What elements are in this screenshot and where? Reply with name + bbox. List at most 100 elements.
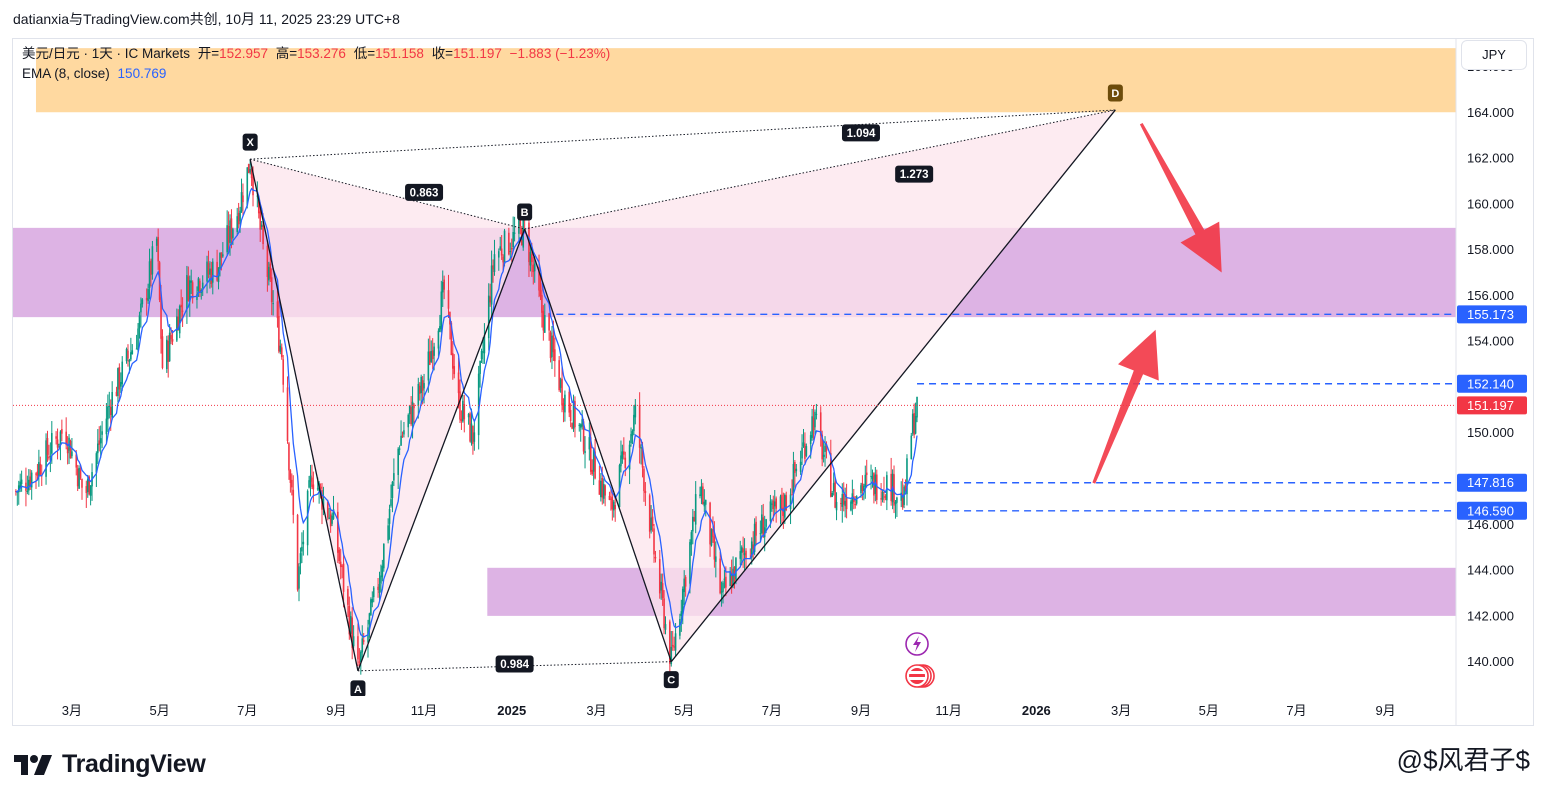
candle-body (572, 400, 575, 429)
ratio-label: 1.094 (847, 128, 876, 140)
pattern-fill-xab (250, 159, 525, 671)
candle-body (418, 385, 421, 394)
candle-body (467, 413, 470, 418)
candle-body (332, 509, 335, 519)
candle-body (671, 644, 674, 647)
candle-body (561, 378, 563, 406)
candle-body (89, 485, 92, 496)
candle-body (815, 413, 818, 415)
candle-body (462, 400, 464, 422)
candle-body (620, 455, 622, 467)
candle-body (380, 575, 382, 584)
candle-body (312, 484, 315, 490)
price-label-badge (1457, 374, 1527, 393)
candle-body (558, 360, 560, 391)
candle-body (861, 483, 864, 492)
candle-body (457, 372, 460, 394)
candle-body (624, 457, 627, 468)
candle-body (644, 490, 647, 494)
candle-body (571, 423, 573, 429)
candle-body (433, 346, 435, 356)
candle-body (670, 646, 673, 665)
candle-body (904, 485, 907, 491)
candle-body (26, 490, 29, 492)
pattern-fill-bcd (524, 109, 1116, 662)
us-flag-stripe (909, 671, 926, 674)
candle-body (594, 451, 596, 479)
pattern-point-x: X (246, 137, 254, 149)
candle-body (588, 437, 591, 450)
candle-body (854, 504, 857, 506)
ratio-label: 0.863 (410, 187, 439, 199)
candle-body (59, 431, 62, 445)
candle-body (592, 449, 595, 472)
candle-body (742, 548, 744, 553)
candle-body (459, 391, 461, 420)
candle-body (489, 296, 491, 303)
candle-body (492, 265, 494, 270)
candle-body (881, 491, 884, 500)
symbol-label[interactable]: 美元/日元 · 1天 · IC Markets (22, 46, 191, 61)
candle-body (278, 316, 280, 352)
candle-body (500, 248, 503, 256)
candle-body (196, 294, 198, 301)
candle-body (420, 376, 422, 394)
candle-body (171, 339, 174, 342)
candle-body (894, 501, 897, 505)
candle-body (157, 236, 159, 262)
candle-body (598, 480, 601, 495)
candle-body (651, 516, 654, 526)
candle-body (549, 332, 552, 359)
y-tick-label: 158.000 (1467, 242, 1514, 257)
candle-body (352, 636, 355, 647)
candle-body (782, 507, 785, 516)
candle-body (638, 405, 641, 448)
candle-body (729, 571, 731, 587)
candle-body (439, 326, 441, 332)
candle-body (397, 448, 399, 475)
candle-body (28, 479, 30, 491)
candle-body (740, 547, 743, 553)
candle-body (829, 453, 832, 497)
candle-body (855, 496, 858, 504)
candle-body (51, 433, 53, 454)
candle-body (308, 480, 310, 488)
candle-body (282, 359, 285, 385)
candle-body (763, 527, 766, 538)
candle-body (170, 335, 172, 340)
candle-body (269, 263, 272, 279)
candle-body (804, 443, 806, 459)
candle-body (180, 304, 182, 308)
currency-button[interactable]: JPY (1461, 40, 1527, 70)
candle-body (574, 401, 576, 428)
y-tick-label: 154.000 (1467, 334, 1514, 349)
candle-body (85, 486, 88, 494)
candle-body (328, 517, 330, 520)
candle-body (831, 493, 834, 497)
candle-body (383, 543, 385, 569)
candle-body (167, 340, 170, 362)
candle-body (413, 404, 415, 409)
high-label: 高= (275, 46, 298, 61)
candle-body (634, 404, 637, 418)
open-label: 开= (197, 46, 220, 61)
candle-body (358, 661, 361, 663)
candle-body (17, 485, 20, 493)
candle-body (131, 350, 134, 355)
candle-body (541, 295, 543, 313)
pattern-point-d-badge (1107, 84, 1123, 102)
ema-row[interactable]: EMA (8, close) 150.769 (22, 64, 614, 84)
ratio-label: 1.273 (900, 169, 929, 181)
x-tick-label: 11月 (935, 703, 962, 718)
candle-body (388, 509, 391, 524)
x-tick-label: 3月 (62, 703, 82, 718)
candle-body (608, 495, 611, 500)
candle-body (531, 254, 533, 263)
candle-body (703, 501, 706, 507)
candle-body (360, 651, 362, 663)
x-tick-label: 2025 (497, 703, 526, 718)
candle-body (378, 584, 381, 594)
tradingview-logo[interactable]: TradingView (14, 750, 206, 779)
candle-body (319, 486, 322, 489)
